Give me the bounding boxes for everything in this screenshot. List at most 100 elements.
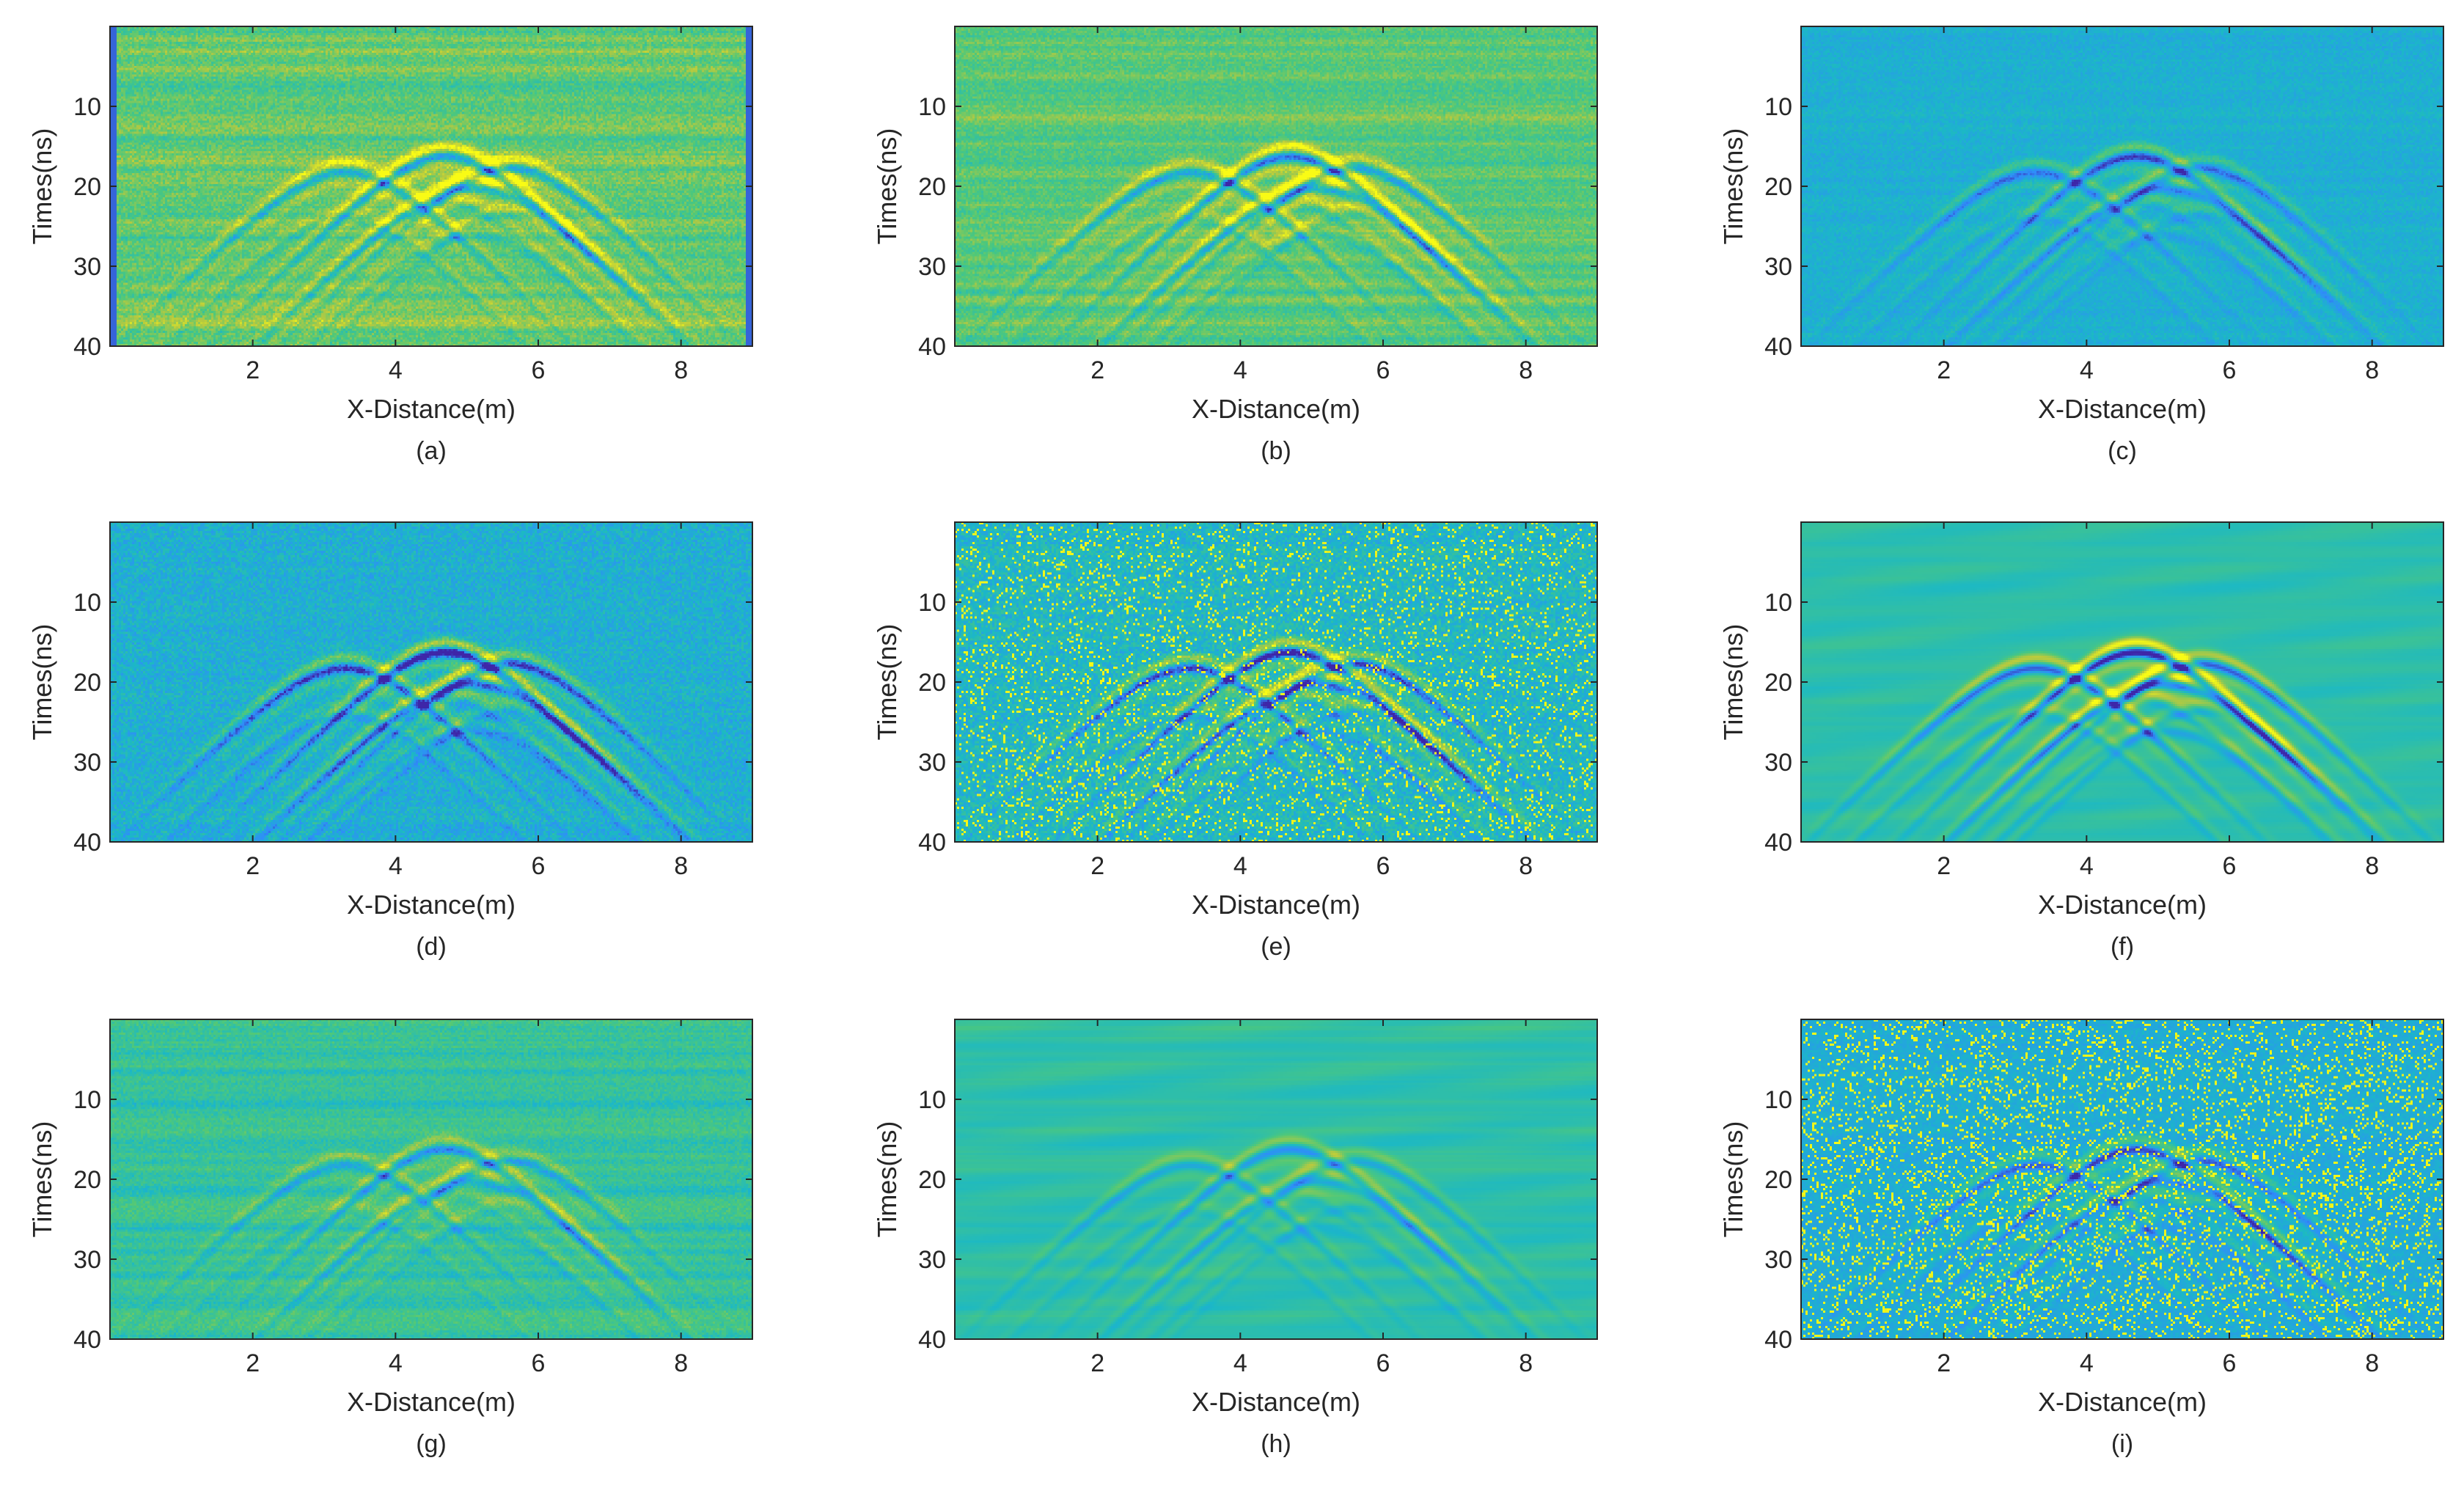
x-tick-label: 8 <box>674 1349 688 1377</box>
x-tick-label: 8 <box>2365 356 2379 384</box>
panel-caption: (f) <box>2111 933 2134 961</box>
panel-caption: (d) <box>416 933 447 961</box>
axes-overlay: 2 4 6 8 10 20 30 40 X-Distance(m) Times(ns) (c) <box>1718 26 2444 465</box>
plot-frame <box>109 1019 753 1340</box>
x-axis-label: X-Distance(m) <box>1192 1387 1360 1417</box>
y-tick-label: 30 <box>73 253 101 281</box>
heatmap-image <box>1801 1019 2443 1339</box>
plot-frame <box>1800 26 2444 347</box>
y-tick-label: 10 <box>918 1086 946 1114</box>
chart-panel: 2 4 6 8 10 20 30 40 X-Distance(m) Times(ns) (b) <box>845 0 1651 469</box>
plot-frame <box>1800 521 2444 843</box>
x-tick-label: 4 <box>1233 1349 1247 1377</box>
axes-overlay: 2 4 6 8 10 20 30 40 X-Distance(m) Times(ns) (a) <box>27 26 753 465</box>
plot-frame <box>954 1019 1598 1340</box>
y-tick-label: 10 <box>1764 589 1792 617</box>
x-tick-label: 6 <box>1376 852 1390 880</box>
x-tick-label: 8 <box>2365 1349 2379 1377</box>
y-tick-label: 30 <box>73 1246 101 1274</box>
y-tick-label: 20 <box>1764 173 1792 201</box>
x-tick-label: 4 <box>389 852 403 880</box>
heatmap-image <box>110 1019 752 1339</box>
y-axis-label: Times(ns) <box>872 128 902 245</box>
y-tick-label: 40 <box>73 1326 101 1354</box>
x-tick-label: 6 <box>2223 852 2237 880</box>
y-tick-label: 40 <box>73 333 101 361</box>
y-tick-label: 20 <box>73 173 101 201</box>
y-tick-label: 30 <box>1764 1246 1792 1274</box>
x-tick-label: 6 <box>1376 356 1390 384</box>
heatmap-image <box>955 522 1597 842</box>
y-axis-label: Times(ns) <box>872 624 902 741</box>
x-tick-label: 6 <box>1376 1349 1390 1377</box>
x-tick-label: 2 <box>1090 852 1104 880</box>
x-tick-label: 6 <box>532 852 546 880</box>
x-tick-label: 2 <box>1090 356 1104 384</box>
y-tick-label: 20 <box>918 669 946 697</box>
y-axis-label: Times(ns) <box>1718 624 1748 741</box>
panel-caption: (i) <box>2111 1430 2133 1458</box>
y-tick-label: 10 <box>918 93 946 121</box>
y-tick-label: 40 <box>918 829 946 857</box>
x-tick-label: 4 <box>389 1349 403 1377</box>
plot-frame <box>1800 1019 2444 1340</box>
axes-overlay: 2 4 6 8 10 20 30 40 X-Distance(m) Times(ns) (h) <box>872 1019 1598 1458</box>
x-tick-label: 2 <box>1090 1349 1104 1377</box>
y-tick-label: 40 <box>1764 1326 1792 1354</box>
x-tick-label: 2 <box>246 356 260 384</box>
panel-caption: (a) <box>416 437 447 465</box>
x-tick-label: 2 <box>1937 1349 1951 1377</box>
y-tick-label: 40 <box>1764 829 1792 857</box>
plot-frame <box>109 26 753 347</box>
y-tick-label: 40 <box>918 1326 946 1354</box>
x-axis-label: X-Distance(m) <box>1192 394 1360 424</box>
x-tick-label: 4 <box>2080 1349 2094 1377</box>
heatmap-image <box>955 1019 1597 1339</box>
y-tick-label: 20 <box>1764 1166 1792 1194</box>
y-tick-label: 30 <box>73 749 101 777</box>
y-tick-label: 30 <box>918 253 946 281</box>
y-tick-label: 20 <box>918 1166 946 1194</box>
x-axis-label: X-Distance(m) <box>347 890 516 920</box>
chart-panel: 2 4 6 8 10 20 30 40 X-Distance(m) Times(ns) (i) <box>1691 993 2464 1462</box>
x-axis-label: X-Distance(m) <box>2038 890 2207 920</box>
x-tick-label: 8 <box>674 852 688 880</box>
y-axis-label: Times(ns) <box>1718 1121 1748 1238</box>
heatmap-image <box>110 26 752 346</box>
chart-panel: 2 4 6 8 10 20 30 40 X-Distance(m) Times(ns) (h) <box>845 993 1651 1462</box>
panel-caption: (e) <box>1261 933 1291 961</box>
chart-panel: 2 4 6 8 10 20 30 40 X-Distance(m) Times(ns) (d) <box>0 496 807 965</box>
y-tick-label: 10 <box>918 589 946 617</box>
x-tick-label: 8 <box>1519 356 1533 384</box>
y-tick-label: 20 <box>918 173 946 201</box>
x-axis-label: X-Distance(m) <box>2038 394 2207 424</box>
y-tick-label: 30 <box>918 1246 946 1274</box>
x-tick-label: 6 <box>2223 1349 2237 1377</box>
x-tick-label: 4 <box>1233 852 1247 880</box>
x-tick-label: 8 <box>1519 1349 1533 1377</box>
y-tick-label: 20 <box>1764 669 1792 697</box>
heatmap-image <box>1801 26 2443 346</box>
heatmap-image <box>110 522 752 842</box>
y-tick-label: 10 <box>73 589 101 617</box>
chart-panel: 2 4 6 8 10 20 30 40 X-Distance(m) Times(ns) (c) <box>1691 0 2464 469</box>
y-tick-label: 40 <box>1764 333 1792 361</box>
x-tick-label: 8 <box>674 356 688 384</box>
x-tick-label: 8 <box>1519 852 1533 880</box>
x-axis-label: X-Distance(m) <box>347 1387 516 1417</box>
y-axis-label: Times(ns) <box>27 624 57 741</box>
plot-frame <box>109 521 753 843</box>
plot-frame <box>954 521 1598 843</box>
y-tick-label: 10 <box>1764 93 1792 121</box>
x-tick-label: 8 <box>2365 852 2379 880</box>
axes-overlay: 2 4 6 8 10 20 30 40 X-Distance(m) Times(ns) (i) <box>1718 1019 2444 1458</box>
axes-overlay: 2 4 6 8 10 20 30 40 X-Distance(m) Times(ns) (b) <box>872 26 1598 465</box>
y-axis-label: Times(ns) <box>27 1121 57 1238</box>
panel-caption: (b) <box>1261 437 1291 465</box>
chart-panel: 2 4 6 8 10 20 30 40 X-Distance(m) Times(ns) (e) <box>845 496 1651 965</box>
x-tick-label: 4 <box>389 356 403 384</box>
axes-overlay: 2 4 6 8 10 20 30 40 X-Distance(m) Times(ns) (d) <box>27 521 753 961</box>
axes-overlay: 2 4 6 8 10 20 30 40 X-Distance(m) Times(ns) (f) <box>1718 521 2444 961</box>
x-axis-label: X-Distance(m) <box>2038 1387 2207 1417</box>
